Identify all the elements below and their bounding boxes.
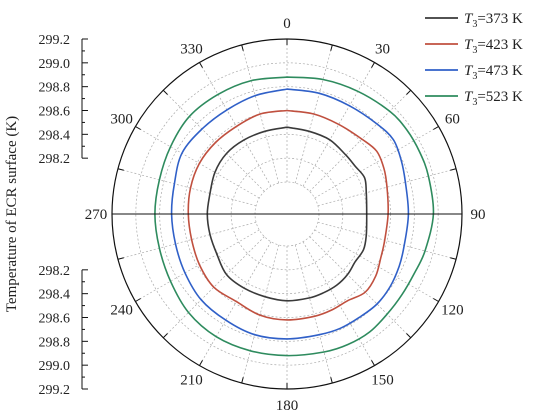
legend-entry: T3=473 K xyxy=(464,63,523,82)
angle-label: 240 xyxy=(110,303,133,319)
angle-tick xyxy=(330,377,333,384)
radial-axis: 298.2 298.2 298.4 298.4 298.6 298.6 298.8 298.8… xyxy=(39,33,462,398)
radial-tick-label: 299.2 xyxy=(39,33,71,48)
radial-tick-label: 298.6 xyxy=(39,312,71,327)
radial-tick-label: 299.2 xyxy=(39,383,71,398)
angle-tick xyxy=(450,257,457,260)
angle-label: 90 xyxy=(471,207,486,223)
angle-tick xyxy=(241,44,244,51)
radial-tick-label: 299.0 xyxy=(39,57,71,72)
series-line-4 xyxy=(154,76,435,357)
angle-label: 330 xyxy=(180,42,203,58)
angle-tick xyxy=(406,89,412,95)
grid-spoke xyxy=(314,229,439,302)
radial-tick-label: 298.8 xyxy=(39,81,71,96)
angle-tick xyxy=(371,360,375,366)
radial-tick-label: 298.8 xyxy=(39,335,71,350)
grid-spoke xyxy=(135,126,260,199)
angle-tick xyxy=(199,62,203,68)
grid-spoke xyxy=(314,126,439,199)
angle-tick xyxy=(162,89,168,95)
angle-tick xyxy=(199,360,203,366)
angle-tick xyxy=(371,62,375,68)
legend-entry: T3=423 K xyxy=(464,37,523,56)
radial-tick-label: 298.2 xyxy=(39,264,71,279)
series-line-2 xyxy=(187,109,389,321)
angle-tick xyxy=(162,333,168,339)
angle-label: 150 xyxy=(371,372,394,388)
legend: T3=373 K T3=423 K T3=473 K T3=523 K xyxy=(425,11,523,108)
angle-tick xyxy=(117,168,124,171)
angle-label: 300 xyxy=(110,112,133,128)
angle-label: 180 xyxy=(276,398,299,414)
angle-label: 60 xyxy=(445,112,460,128)
legend-entry: T3=373 K xyxy=(464,11,523,30)
series-line-3 xyxy=(170,88,410,340)
angle-tick xyxy=(330,44,333,51)
angle-tick xyxy=(450,168,457,171)
angle-tick xyxy=(241,377,244,384)
series-lines xyxy=(154,76,435,357)
angle-tick xyxy=(406,333,412,339)
radial-tick-label: 298.6 xyxy=(39,105,71,120)
angle-tick-labels: 0 30 60 90 120 150 180 210 240 270 300 330 xyxy=(85,16,486,414)
radial-tick-label: 298.4 xyxy=(39,288,71,303)
angle-label: 0 xyxy=(283,16,291,32)
radial-tick-label: 298.2 xyxy=(39,152,71,167)
series-line-1 xyxy=(206,126,368,302)
y-axis-label: Temperature of ECR surface (K) xyxy=(4,116,20,312)
angle-tick xyxy=(135,126,141,130)
legend-entry: T3=523 K xyxy=(464,89,523,108)
angle-tick xyxy=(433,298,439,302)
grid-spoke xyxy=(294,244,333,384)
angle-label: 120 xyxy=(441,303,464,319)
grid-spoke xyxy=(117,168,257,207)
angle-label: 270 xyxy=(85,207,108,223)
radial-tick-label: 298.4 xyxy=(39,128,71,143)
angle-label: 210 xyxy=(180,372,203,388)
grid-spoke xyxy=(135,229,260,302)
angle-tick xyxy=(433,126,439,130)
angle-tick xyxy=(135,298,141,302)
angle-label: 30 xyxy=(375,42,390,58)
radial-tick-label: 299.0 xyxy=(39,359,71,374)
angle-tick xyxy=(117,257,124,260)
